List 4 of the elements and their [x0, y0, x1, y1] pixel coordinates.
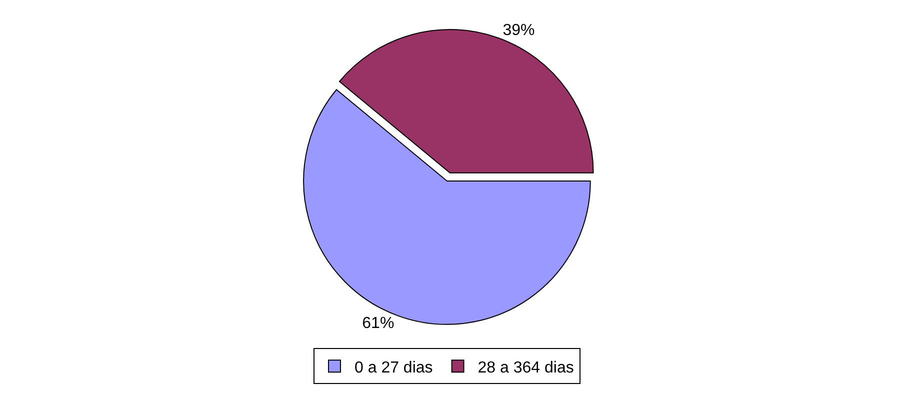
- data-label: 39%: [502, 22, 535, 39]
- legend-label: 28 a 364 dias: [478, 359, 574, 376]
- data-label: 61%: [362, 314, 394, 332]
- legend-label: 0 a 27 dias: [354, 359, 433, 376]
